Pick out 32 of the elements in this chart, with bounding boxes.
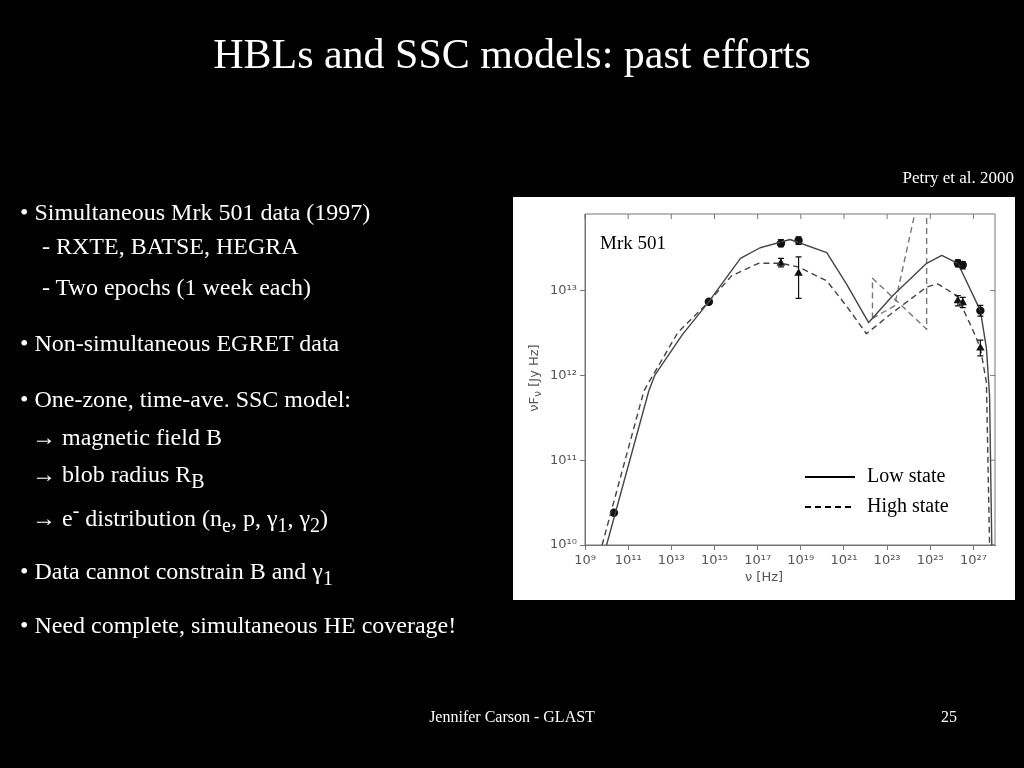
text: • Data cannot constrain B and γ$_{1}$ <box>20 558 333 590</box>
x-tick-label: 10¹⁵ <box>700 552 728 568</box>
text: - RXTE, BATSE, HEGRA <box>42 233 299 260</box>
x-tick-label: 10¹⁹ <box>787 552 815 568</box>
text: → e$^{-}$ distribution (n$_{e}$, p, γ$_{1}$, γ$_{2}$) <box>32 499 329 536</box>
text: → magnetic field B <box>32 424 222 451</box>
x-tick-label: 10¹⁷ <box>744 552 772 568</box>
y-tick-label: 10¹¹ <box>550 451 577 467</box>
chart-title: HBLs and SSC models: past efforts <box>212 30 812 78</box>
text: Low state <box>867 464 946 487</box>
text: • Simultaneous Mrk 501 data (1997) <box>20 199 371 226</box>
y-tick-label: 10¹⁰ <box>550 536 577 552</box>
text: • Need complete, simultaneous HE coverage! <box>20 612 457 639</box>
x-tick-label: 10¹¹ <box>614 552 642 568</box>
x-tick-label: 10²⁷ <box>959 552 987 568</box>
x-tick-label: 10²¹ <box>830 552 858 568</box>
x-tick-label: 10¹³ <box>657 552 685 568</box>
text: Jennifer Carson - GLAST <box>429 708 595 726</box>
text: Petry et al. 2000 <box>902 168 1014 188</box>
y-tick-label: 10¹³ <box>550 281 577 297</box>
text: - Two epochs (1 week each) <box>42 274 312 301</box>
text: • Non-simultaneous EGRET data <box>20 330 340 357</box>
x-tick-label: 10²⁵ <box>916 552 944 568</box>
text: • One-zone, time-ave. SSC model: <box>20 386 351 413</box>
text: → blob radius R$_{B}$ <box>32 461 205 493</box>
series-label: High state <box>867 494 949 518</box>
x-tick-label: 10⁹ <box>574 552 596 568</box>
y-tick-label: 10¹² <box>550 366 577 382</box>
x-axis-title: ν [Hz] <box>743 569 785 584</box>
x-tick-label: 10²³ <box>873 552 901 568</box>
annotation: Mrk 501 <box>600 232 666 254</box>
text: 25 <box>941 708 957 726</box>
